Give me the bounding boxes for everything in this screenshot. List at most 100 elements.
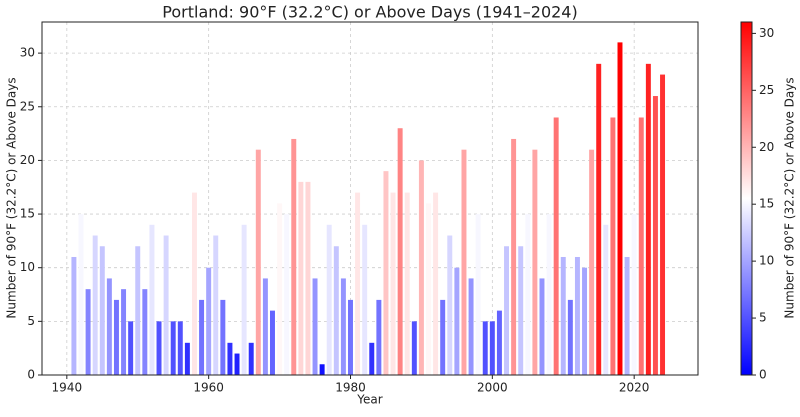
bar <box>624 256 630 375</box>
bar <box>553 117 559 375</box>
colorbar-label: Number of 90°F (32.2°C) or Above Days <box>783 77 797 318</box>
bar <box>461 149 467 375</box>
x-tick-label: 1940 <box>52 381 83 395</box>
bar <box>191 192 197 375</box>
bar <box>135 246 141 375</box>
x-tick-label: 2020 <box>619 381 650 395</box>
bar <box>142 289 148 375</box>
x-axis-label: Year <box>356 393 382 407</box>
bar <box>213 235 219 375</box>
bar <box>199 299 205 375</box>
bar <box>589 149 595 375</box>
colorbar-tick-label: 5 <box>759 311 767 325</box>
bar <box>298 181 304 375</box>
y-tick-label: 15 <box>20 207 35 221</box>
bar <box>156 321 162 375</box>
bar <box>340 278 346 375</box>
bar <box>319 364 325 375</box>
bar <box>511 138 517 375</box>
bar <box>397 128 403 375</box>
bar <box>383 171 389 375</box>
bar <box>617 42 623 375</box>
bar <box>234 353 240 375</box>
bar <box>262 278 268 375</box>
colorbar-tick-label: 0 <box>759 368 767 382</box>
bar <box>489 321 495 375</box>
bar <box>362 224 368 375</box>
bar <box>220 299 226 375</box>
bar <box>610 117 616 375</box>
bar <box>546 214 552 375</box>
y-tick-label: 25 <box>20 99 35 113</box>
bar <box>355 192 361 375</box>
bar <box>475 214 481 375</box>
bar <box>496 310 502 375</box>
x-tick-label: 1980 <box>335 381 366 395</box>
bar <box>78 214 84 375</box>
bar <box>255 149 261 375</box>
bar <box>482 321 488 375</box>
bar <box>113 299 119 375</box>
bar <box>376 299 382 375</box>
bar <box>660 74 666 376</box>
colorbar-tick-label: 25 <box>759 83 774 97</box>
bar <box>170 321 176 375</box>
bar <box>631 214 637 375</box>
y-tick-label: 10 <box>20 260 35 274</box>
bar <box>270 310 275 375</box>
y-tick-label: 5 <box>27 314 35 328</box>
bar <box>149 224 155 375</box>
bar <box>532 149 538 375</box>
y-tick-label: 0 <box>27 368 35 382</box>
bar <box>333 246 339 375</box>
bar <box>518 246 524 375</box>
bar <box>582 267 588 375</box>
colorbar-tick-label: 20 <box>759 140 774 154</box>
bar <box>326 224 332 375</box>
colorbar-tick-label: 10 <box>759 254 774 268</box>
bar <box>652 96 658 375</box>
bar <box>291 138 297 375</box>
bar <box>227 342 233 375</box>
chart-title: Portland: 90°F (32.2°C) or Above Days (1… <box>162 3 577 22</box>
bar <box>241 224 247 375</box>
bar <box>645 63 651 376</box>
bar <box>348 299 353 375</box>
bar <box>312 278 318 375</box>
bar <box>454 267 460 375</box>
bar <box>163 235 169 375</box>
bar <box>106 278 112 375</box>
bar <box>121 289 127 375</box>
bar <box>184 342 190 375</box>
plot-frame <box>41 21 699 376</box>
x-tick-label: 2000 <box>477 381 508 395</box>
bar <box>468 278 474 375</box>
bar <box>603 224 609 375</box>
bar <box>411 321 417 375</box>
bar <box>433 192 439 375</box>
bar <box>390 192 396 375</box>
bar <box>596 63 602 376</box>
bar <box>305 181 311 375</box>
bar <box>85 289 91 375</box>
bar <box>99 246 105 375</box>
bar <box>440 299 446 375</box>
bar <box>284 214 290 375</box>
colorbar-tick-label: 15 <box>759 197 774 211</box>
bar <box>539 278 545 375</box>
bar <box>638 117 644 375</box>
bar <box>525 214 531 375</box>
y-tick-label: 20 <box>20 153 35 167</box>
y-tick-label: 30 <box>20 46 35 60</box>
colorbar-tick-label: 30 <box>759 26 774 40</box>
colorbar <box>740 21 753 376</box>
bar <box>277 203 283 375</box>
bar <box>504 246 510 375</box>
y-axis-label: Number of 90°F (32.2°C) or Above Days <box>5 77 19 318</box>
bar <box>574 256 580 375</box>
x-tick-label: 1960 <box>193 381 224 395</box>
bar <box>128 321 134 375</box>
bar <box>206 267 212 375</box>
bar <box>418 160 424 375</box>
